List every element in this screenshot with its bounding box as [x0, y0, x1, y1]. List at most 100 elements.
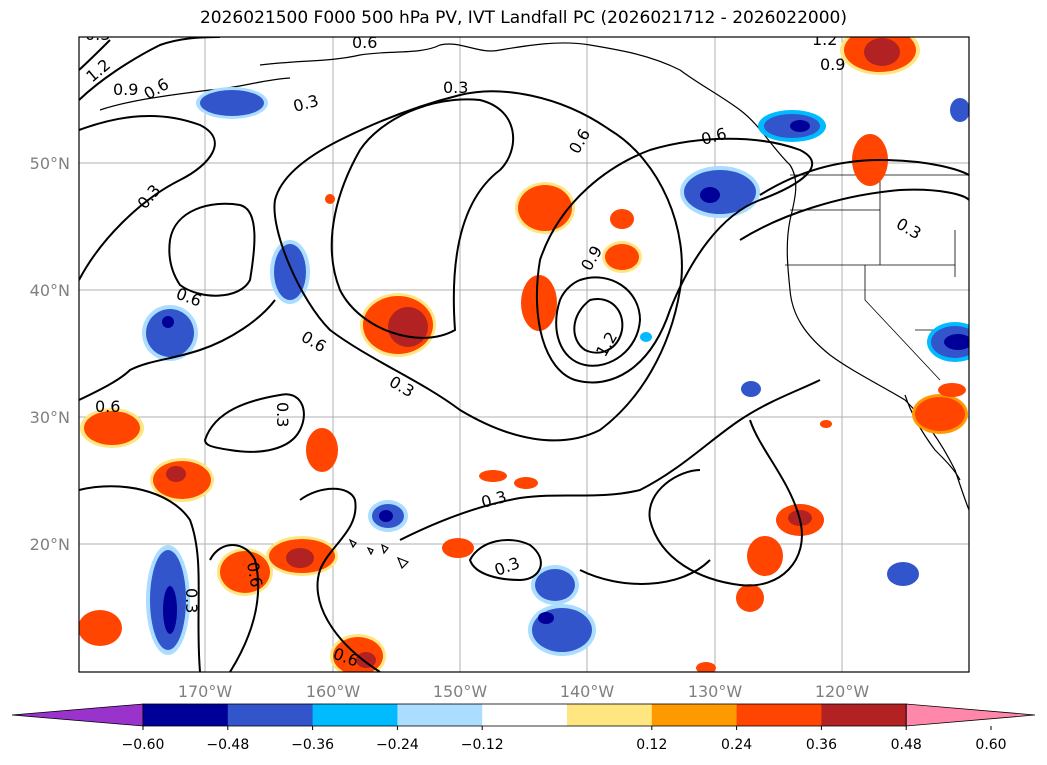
pos-blob-baja-north	[938, 383, 966, 397]
contour-label: 0.6	[243, 560, 266, 588]
contour-0.6-west	[79, 114, 216, 281]
colorbar-segment	[227, 704, 314, 726]
pos-blob-sw-edge	[79, 610, 122, 646]
neg-blob-hawaii-north	[368, 500, 408, 532]
colorbar-tick-label: −0.24	[376, 737, 419, 753]
pos-blob-tiny	[325, 194, 335, 204]
colorbar-tick-label: −0.48	[206, 737, 249, 753]
lat-tick: 20°N	[30, 535, 70, 554]
pos-blob-small-2	[514, 477, 538, 489]
neg-blob-ne-edge	[950, 98, 969, 122]
colorbar-extend-min	[11, 703, 144, 727]
colorbar-segment	[312, 704, 398, 726]
lon-tick: 170°W	[178, 682, 233, 701]
neg-blob-small-32n	[741, 381, 761, 397]
neg-blob-aleutian	[196, 87, 268, 119]
colorbar: −0.60 −0.48 −0.36 −0.24 −0.12 0.12 0.24 0.36 0.4…	[11, 703, 1036, 753]
colorbar-frame	[142, 703, 907, 727]
contour-0.9-east	[759, 158, 969, 196]
colorbar-tick-label: 0.24	[721, 737, 752, 753]
pos-blob-west-25n	[150, 458, 214, 502]
contour-label: 0.6	[95, 397, 120, 416]
colorbar-segment	[567, 704, 653, 726]
contour-label: 0.9	[820, 55, 845, 74]
pos-blob-28n-162w	[306, 428, 338, 472]
contour-label: 1.2	[812, 30, 837, 49]
contour-0.3-south	[399, 379, 821, 541]
contour-label: 0.9	[113, 80, 138, 99]
neg-blob-sw-elongated	[146, 545, 190, 655]
coastlines	[99, 42, 969, 570]
contour-0.3-se-loop	[648, 419, 803, 587]
colorbar-segment	[143, 704, 229, 726]
lon-tick: 120°W	[815, 682, 870, 701]
contour-0.6-south	[299, 487, 381, 672]
colorbar-extend-max	[905, 703, 1036, 727]
lat-axis: 50°N 40°N 30°N 20°N	[30, 154, 70, 554]
pos-blob-tiny-2	[820, 420, 832, 428]
coastline-aleutians	[99, 77, 291, 111]
contour-label: 0.3	[85, 25, 110, 44]
colorbar-tick-label: −0.12	[461, 737, 504, 753]
lat-tick: 50°N	[30, 154, 70, 173]
contour-label: 0.3	[182, 588, 201, 613]
plot-area	[79, 37, 969, 672]
neg-blob-bc-north	[758, 110, 826, 142]
colorbar-segment	[482, 704, 568, 726]
contour-label: 0.6	[352, 33, 377, 52]
border-ca-nv	[864, 265, 941, 381]
pos-blob-cutoff-west	[521, 275, 557, 331]
coastline-baja	[904, 394, 961, 481]
contour-0.3-se-tail	[579, 559, 711, 585]
gridlines	[79, 37, 969, 672]
neg-blob-tiny	[640, 332, 652, 342]
colorbar-tick-label: −0.36	[291, 737, 334, 753]
contour-0.3-sw	[79, 485, 201, 672]
pos-blob-hawaii-sw	[442, 538, 474, 558]
lat-tick: 30°N	[30, 408, 70, 427]
contour-0.6-cutoff	[535, 137, 814, 384]
pos-blob-central	[360, 293, 436, 357]
colorbar-segment	[397, 704, 483, 726]
neg-blob-far-east	[927, 322, 969, 362]
pv-contours	[79, 37, 969, 672]
contour-0.6-ring-west	[168, 202, 256, 297]
colorbar-segment	[651, 704, 738, 726]
colorbar-segment	[821, 704, 907, 726]
contour-0.6-inner	[330, 98, 514, 339]
contour-0.6-west-mid	[79, 299, 276, 401]
lat-tick: 40°N	[30, 281, 70, 300]
colorbar-tick-label: 0.12	[636, 737, 667, 753]
lon-tick: 150°W	[433, 682, 488, 701]
pos-blob-cutoff-east	[602, 209, 642, 273]
pos-blob-43n-145w	[515, 182, 575, 234]
contour-0.3-main	[273, 90, 683, 442]
neg-blob-west-40n	[142, 305, 198, 361]
lon-tick: 140°W	[560, 682, 615, 701]
pos-blob-small-1	[479, 470, 507, 482]
lon-axis: 170°W 160°W 150°W 140°W 130°W 120°W	[178, 682, 870, 701]
contour-0.3-small	[468, 539, 542, 582]
colorbar-tick-label: 0.36	[806, 737, 837, 753]
coastline-north-america	[259, 42, 969, 511]
neg-blob-bc-coast	[680, 166, 760, 218]
contour-0.6-east	[739, 188, 969, 241]
pos-blob-sw-cluster	[217, 536, 338, 596]
contour-label: 0.3	[273, 402, 292, 427]
neg-blob-subtropical	[528, 565, 596, 656]
colorbar-tick-label: 0.60	[975, 737, 1006, 753]
neg-blob-small-se	[887, 562, 919, 586]
negative-anomalies	[142, 87, 969, 656]
contour-0.3-ring	[203, 393, 305, 453]
contour-0.9-cutoff	[555, 276, 642, 367]
contour-1.2-cutoff	[573, 298, 624, 354]
hawaii-islands	[348, 538, 410, 570]
contour-0.6-sw	[209, 544, 260, 672]
lon-tick: 130°W	[688, 682, 743, 701]
contour-label: 0.3	[443, 78, 468, 97]
plot-frame	[78, 36, 970, 673]
pos-blob-west-30n	[80, 408, 144, 448]
colorbar-tick-label: −0.60	[122, 737, 165, 753]
colorbar-tick-label: 0.48	[891, 737, 922, 753]
pos-blob-bottom	[696, 662, 716, 672]
